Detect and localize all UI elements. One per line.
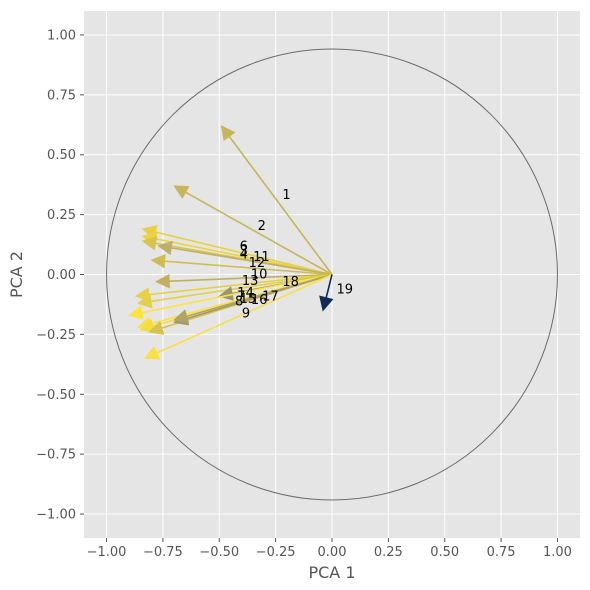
vector-label: 19 [337, 282, 354, 297]
vector-label: 8 [235, 294, 243, 309]
grid-lines [84, 11, 580, 538]
vector-arrowhead [141, 236, 158, 251]
loading-vector [150, 253, 333, 276]
vector-shaft [325, 274, 333, 299]
unit-circle [106, 48, 558, 501]
vector-label: 4 [240, 248, 248, 263]
x-tick-label: 0.50 [430, 545, 459, 560]
loading-vector [143, 273, 333, 360]
y-tick-label: −0.25 [36, 328, 76, 343]
vector-arrowhead [157, 240, 173, 256]
vector-arrowhead [127, 305, 144, 320]
vector-arrowhead [136, 294, 153, 309]
vector-arrowhead [148, 320, 165, 335]
vector-label: 18 [282, 275, 299, 290]
vector-shaft [228, 135, 333, 275]
vector-shaft [185, 191, 333, 276]
y-tick-label: 1.00 [47, 28, 76, 43]
y-axis: −1.00 −0.75 −0.50 −0.25 0.00 0.25 0.50 0.75 1.00 [36, 28, 84, 523]
vector-label: 7 [237, 290, 245, 305]
loading-vector [319, 274, 334, 312]
vector-arrowhead [173, 185, 190, 199]
loading-vector [220, 125, 333, 275]
vector-label: 11 [253, 250, 270, 265]
vector-shaft [155, 231, 333, 276]
vector-arrowhead [154, 273, 170, 289]
x-tick-label: −1.00 [87, 545, 127, 560]
vector-arrowhead [139, 318, 156, 333]
x-tick-label: 0.00 [318, 545, 347, 560]
y-tick-label: −1.00 [36, 508, 76, 523]
vector-shaft [150, 273, 333, 303]
loading-vector [127, 273, 333, 320]
vector-label: 3 [240, 244, 248, 259]
vector-label: 9 [242, 306, 250, 321]
loading-vector [173, 185, 333, 276]
x-tick-label: 0.75 [487, 545, 516, 560]
loading-vector [136, 273, 333, 309]
x-axis-title: PCA 1 [308, 563, 355, 582]
vector-label: 6 [240, 239, 248, 254]
vector-label: 1 [282, 188, 290, 203]
x-tick-label: −0.75 [143, 545, 183, 560]
vector-shaft [164, 260, 333, 276]
vector-label: 12 [249, 256, 266, 271]
vector-shaft [148, 273, 333, 296]
vector-label: 16 [251, 293, 268, 308]
vector-label: 15 [240, 292, 257, 307]
y-tick-label: 0.75 [47, 88, 76, 103]
y-tick-label: 0.00 [47, 268, 76, 283]
x-tick-label: −0.50 [199, 545, 239, 560]
vector-shaft [186, 273, 333, 318]
vector-shaft [171, 247, 333, 276]
vector-arrowhead [319, 295, 334, 312]
vector-shaft [141, 273, 333, 314]
vector-arrowhead [173, 309, 190, 324]
vector-label: 13 [242, 274, 259, 289]
loading-vector [157, 240, 333, 276]
vector-label: 2 [258, 219, 266, 234]
y-axis-title: PCA 2 [7, 251, 26, 298]
y-tick-label: 0.25 [47, 208, 76, 223]
vector-label: 10 [251, 267, 268, 282]
loading-vector [154, 273, 333, 289]
x-tick-label: 1.00 [543, 545, 572, 560]
vector-arrowhead [220, 125, 236, 142]
loading-vector [173, 273, 333, 324]
y-tick-label: 0.50 [47, 148, 76, 163]
vector-label: 17 [262, 290, 279, 305]
loading-vectors [127, 125, 334, 360]
vector-shaft [156, 273, 333, 354]
vector-arrowhead [143, 346, 161, 360]
vector-shaft [169, 273, 333, 282]
x-tick-label: 0.25 [374, 545, 403, 560]
vector-label: 14 [237, 286, 254, 301]
y-tick-label: −0.50 [36, 388, 76, 403]
vector-arrowhead [150, 253, 166, 269]
x-axis: −1.00 −0.75 −0.50 −0.25 0.00 0.25 0.50 0.75 1.00 [87, 538, 572, 560]
x-tick-label: −0.25 [256, 545, 296, 560]
y-tick-label: −0.75 [36, 448, 76, 463]
